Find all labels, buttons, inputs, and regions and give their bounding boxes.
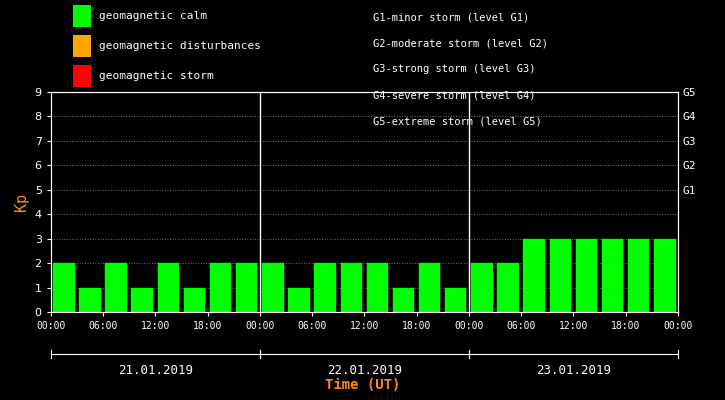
Bar [53,263,75,312]
Bar [471,263,492,312]
Bar [183,288,205,312]
Bar [445,288,466,312]
Bar [236,263,257,312]
Bar [628,239,650,312]
Bar [550,239,571,312]
Text: 21.01.2019: 21.01.2019 [117,364,193,377]
Bar [79,288,101,312]
Bar [262,263,283,312]
Bar [105,263,127,312]
Bar [602,239,624,312]
Bar [157,263,179,312]
Bar [289,288,310,312]
Text: 23.01.2019: 23.01.2019 [536,364,611,377]
Text: G4-severe storm (level G4): G4-severe storm (level G4) [373,90,536,100]
Bar [419,263,440,312]
Text: G3-strong storm (level G3): G3-strong storm (level G3) [373,64,536,74]
Y-axis label: Kp: Kp [14,193,29,211]
Text: geomagnetic calm: geomagnetic calm [99,11,207,21]
Bar [576,239,597,312]
Text: geomagnetic storm: geomagnetic storm [99,71,214,81]
Bar [131,288,153,312]
Bar [393,288,414,312]
Text: geomagnetic disturbances: geomagnetic disturbances [99,41,261,51]
Text: G1-minor storm (level G1): G1-minor storm (level G1) [373,12,530,22]
Text: Time (UT): Time (UT) [325,378,400,392]
Bar [210,263,231,312]
Bar [341,263,362,312]
Text: G2-moderate storm (level G2): G2-moderate storm (level G2) [373,38,548,48]
Bar [654,239,676,312]
Text: 22.01.2019: 22.01.2019 [327,364,402,377]
Bar [497,263,519,312]
Bar [315,263,336,312]
Bar [523,239,545,312]
Bar [367,263,388,312]
Text: G5-extreme storm (level G5): G5-extreme storm (level G5) [373,116,542,126]
